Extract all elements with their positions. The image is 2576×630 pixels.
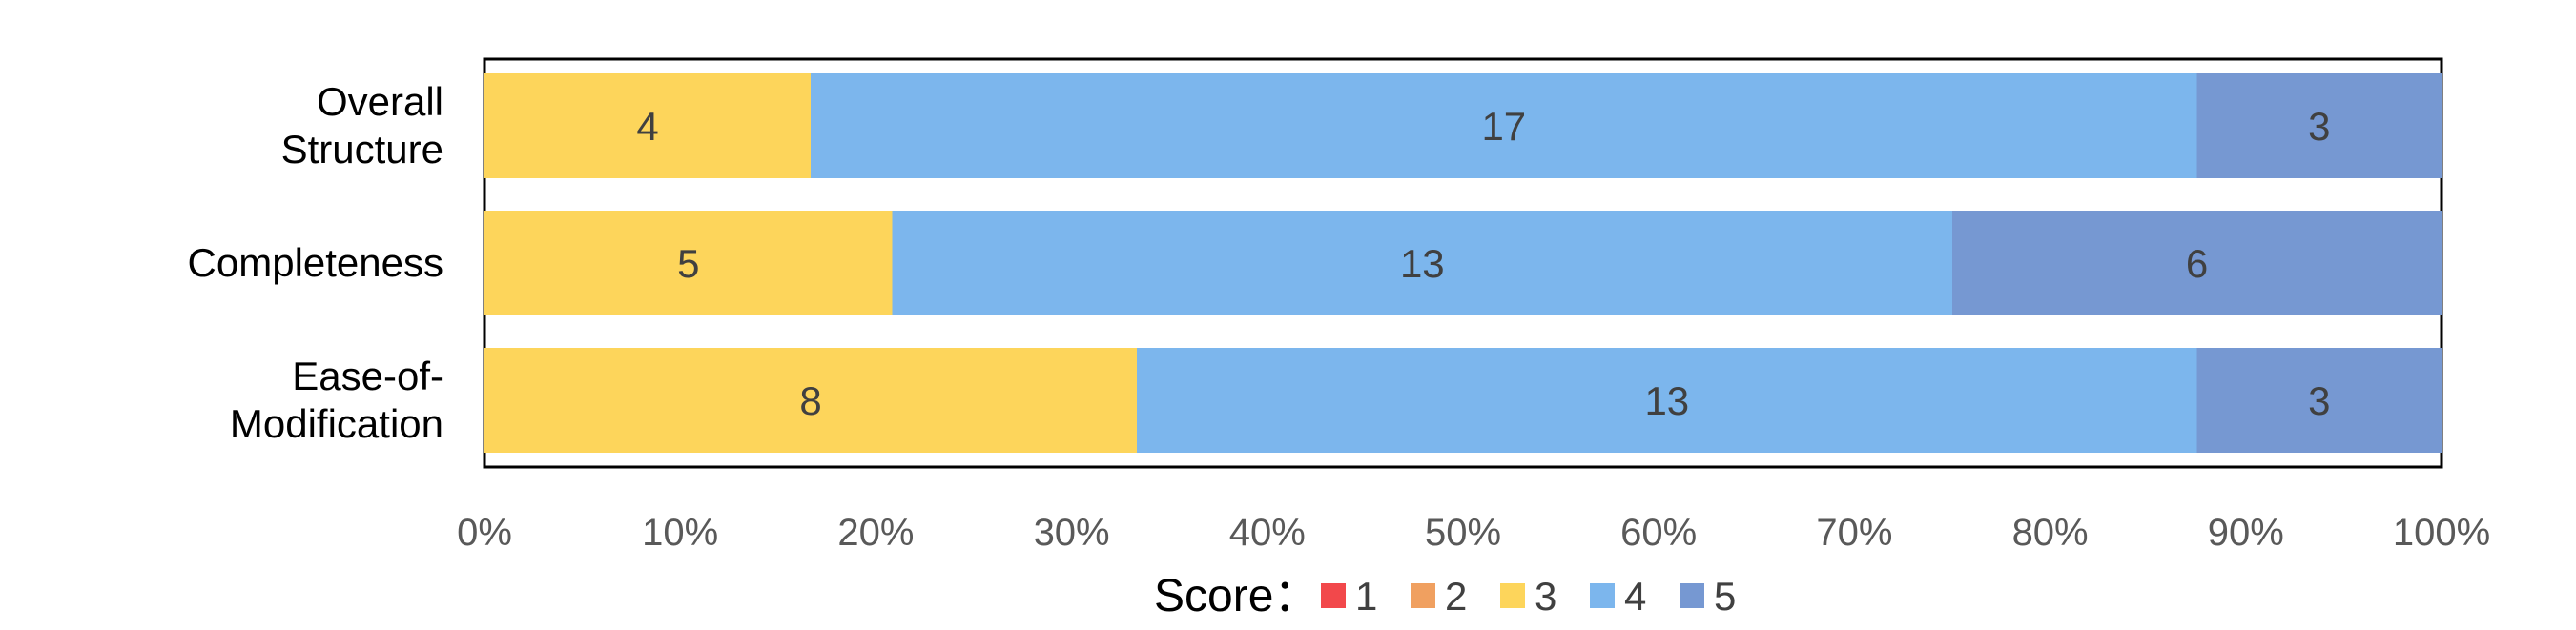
legend-swatch-score-3: [1500, 583, 1525, 608]
x-tick-label: 40%: [1229, 512, 1306, 554]
x-axis-ticks: 0% 10% 20% 30% 40% 50% 60% 70% 80% 90% 100%: [457, 512, 2490, 554]
data-label-score-4-row-1: 17: [1481, 104, 1526, 149]
bar-segment-score-4-row-1: [811, 73, 2197, 178]
x-tick-label: 0%: [457, 512, 512, 554]
legend-label-score-3: 3: [1535, 574, 1556, 619]
bar-segment-score-3-row-3: [484, 348, 1137, 453]
legend-swatch-score-1: [1321, 583, 1346, 608]
bars-layer: [484, 73, 2442, 453]
legend-swatch-score-2: [1411, 583, 1435, 608]
bar-segment-score-3-row-1: [484, 73, 811, 178]
legend-swatch-score-5: [1680, 583, 1704, 608]
data-label-score-3-row-2: 5: [677, 241, 699, 286]
bar-segment-score-5-row-3: [2196, 348, 2442, 453]
bar-segment-score-4-row-3: [1137, 348, 2197, 453]
category-label-1: Overall Structure: [281, 79, 443, 172]
bar-segment-score-3-row-2: [484, 211, 893, 315]
legend-title: Score：: [1154, 571, 1319, 621]
data-label-score-3-row-1: 4: [636, 104, 658, 149]
data-label-score-5-row-3: 3: [2308, 378, 2330, 423]
legend-label-score-5: 5: [1714, 574, 1736, 619]
bar-segment-score-5-row-2: [1952, 211, 2442, 315]
x-tick-label: 30%: [1034, 512, 1110, 554]
legend-label-score-4: 4: [1624, 574, 1646, 619]
x-tick-label: 10%: [642, 512, 718, 554]
x-tick-label: 100%: [2393, 512, 2490, 554]
data-label-score-4-row-3: 13: [1644, 378, 1689, 423]
legend-swatch-score-4: [1590, 583, 1615, 608]
x-tick-label: 80%: [2012, 512, 2089, 554]
legend: Score： 1 2 3 4 5: [1154, 571, 1736, 621]
data-label-score-3-row-3: 8: [799, 378, 821, 423]
category-labels: 4 17 3 Overall Structure 5 13 6 Completeness 8 13 3…: [188, 79, 2331, 446]
category-label-2: Completeness: [188, 240, 443, 285]
legend-label-score-2: 2: [1445, 574, 1467, 619]
bar-segment-score-5-row-1: [2196, 73, 2442, 178]
x-tick-label: 60%: [1620, 512, 1697, 554]
data-label-score-5-row-2: 6: [2186, 241, 2208, 286]
data-label-score-5-row-1: 3: [2308, 104, 2330, 149]
bar-segment-score-4-row-2: [892, 211, 1952, 315]
legend-label-score-1: 1: [1355, 574, 1377, 619]
x-tick-label: 50%: [1425, 512, 1501, 554]
data-label-score-4-row-2: 13: [1400, 241, 1445, 286]
x-tick-label: 90%: [2208, 512, 2284, 554]
x-tick-label: 70%: [1816, 512, 1892, 554]
category-label-3: Ease-of-Modification: [230, 354, 443, 446]
x-tick-label: 20%: [837, 512, 914, 554]
